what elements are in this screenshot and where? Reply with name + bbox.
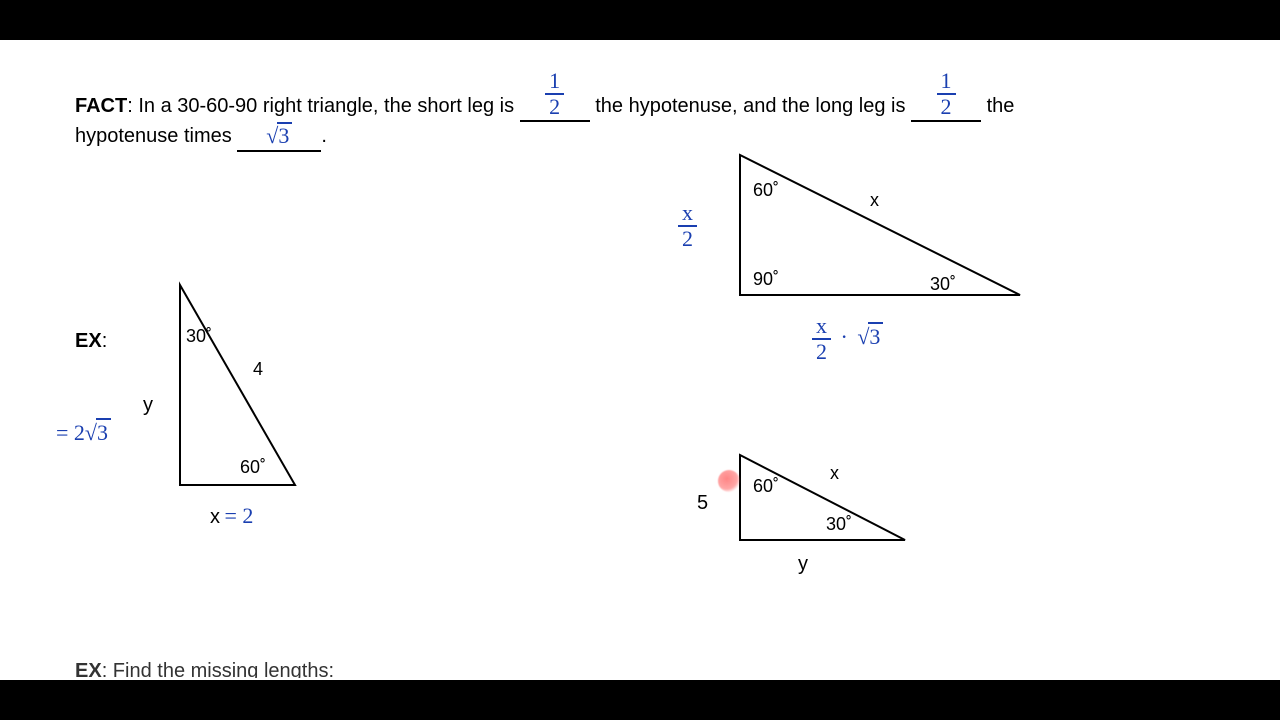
ref-angle-30: 30˚: [930, 274, 956, 294]
letterbox-bottom: [0, 680, 1280, 720]
letterbox-top: [0, 0, 1280, 40]
blank-3-root: 3: [266, 122, 292, 148]
ref-angle-90: 90˚: [753, 269, 779, 289]
blank-2-fraction: 12: [937, 70, 956, 118]
worksheet-page: FACT: In a 30-60-90 right triangle, the …: [0, 40, 1280, 680]
ex-right-triangle: 60˚ 30˚ x: [720, 450, 940, 560]
exr-angle-30: 30˚: [826, 514, 852, 534]
fact-line-1: FACT: In a 30-60-90 right triangle, the …: [75, 70, 1014, 122]
exr-y: y: [798, 548, 808, 580]
ref-angle-60: 60˚: [753, 180, 779, 200]
exr-angle-60: 60˚: [753, 476, 779, 496]
ref-base-expression: x2 · 3: [812, 315, 883, 363]
exl-y: y: [143, 389, 153, 421]
exl-hyp: 4: [253, 359, 263, 379]
ref-hyp-x: x: [870, 190, 879, 210]
exr-five: 5: [697, 487, 708, 519]
exr-x: x: [830, 463, 839, 483]
fact-line-2: hypotenuse times 3.: [75, 120, 327, 152]
exl-x-line: x = 2: [210, 501, 253, 533]
reference-triangle: 60˚ 90˚ 30˚ x: [720, 150, 1050, 320]
ex-label: EX:: [75, 325, 107, 357]
fact-label: FACT: [75, 95, 127, 117]
exl-angle-60: 60˚: [240, 457, 266, 477]
ref-left-fraction: x2: [678, 202, 697, 250]
exl-angle-30: 30˚: [186, 326, 212, 346]
blank-1-fraction: 12: [545, 70, 564, 118]
cutoff-ex-line: EX: Find the missing lengths:: [75, 660, 334, 678]
ex-left-triangle: 30˚ 60˚ 4: [160, 280, 340, 510]
exl-y-answer: = 23: [56, 418, 111, 446]
laser-pointer: [718, 470, 740, 492]
